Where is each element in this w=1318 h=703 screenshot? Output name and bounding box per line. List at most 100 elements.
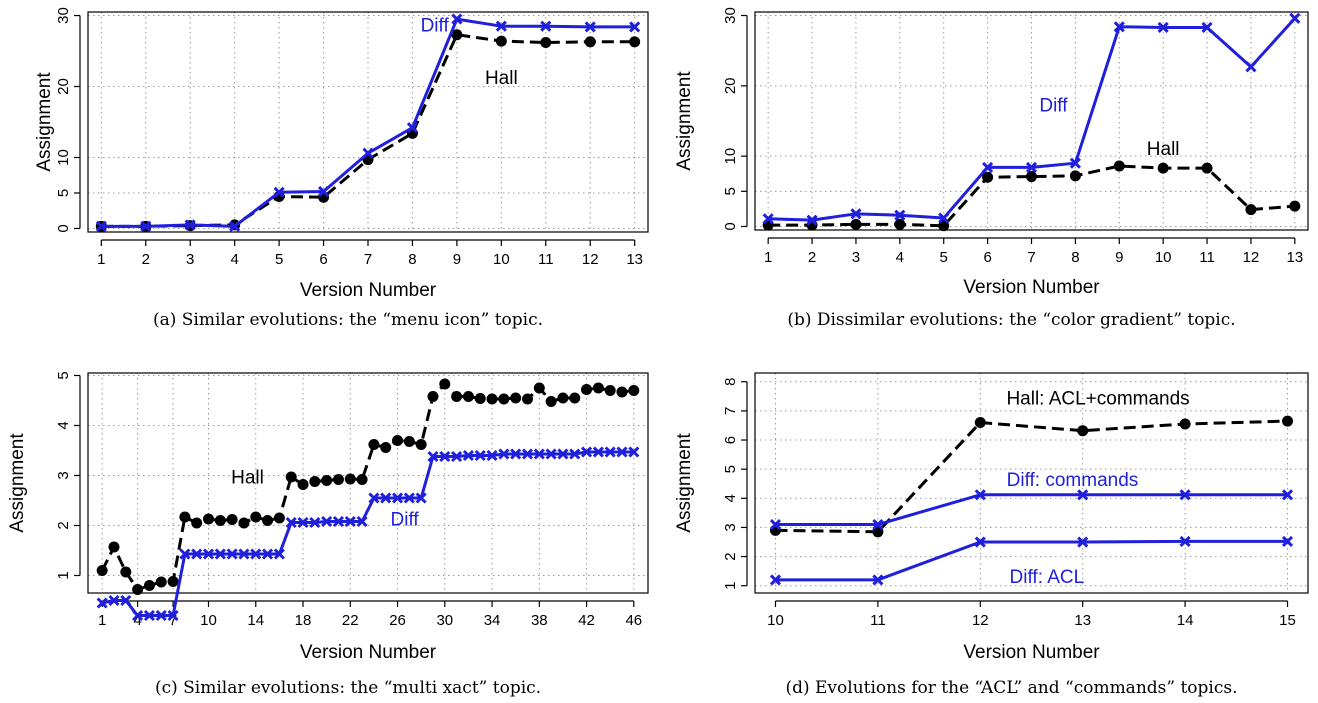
plot-frame — [87, 372, 649, 594]
x-tick-label: 1 — [97, 251, 105, 268]
series-line-diff — [768, 17, 1296, 222]
data-point-hall — [203, 513, 215, 525]
data-point-diff — [762, 213, 774, 225]
data-point-diff — [540, 20, 552, 32]
x-tick-label: 11 — [538, 251, 554, 268]
data-point-hall — [143, 580, 155, 591]
x-tick-label: 22 — [342, 612, 359, 629]
data-point-diff — [317, 185, 330, 198]
x-tick-label: 11 — [1199, 249, 1215, 266]
series-annotation: Hall — [231, 468, 264, 489]
data-point-hall — [486, 393, 498, 405]
data-point-diff — [427, 450, 439, 463]
x-tick-label: 4 — [133, 612, 141, 629]
x-tick-label: 34 — [484, 612, 501, 629]
data-point-diff — [974, 536, 986, 548]
series-annotation: Diff — [421, 15, 450, 36]
data-point-diff — [155, 609, 167, 622]
data-point-diff — [332, 515, 345, 528]
data-point-diff — [938, 212, 950, 224]
data-point-diff — [894, 209, 906, 221]
data-point-diff — [179, 548, 191, 560]
data-point-hall — [262, 515, 274, 526]
x-tick-label: 9 — [453, 251, 461, 268]
data-point-diff — [850, 208, 862, 220]
x-tick-label: 6 — [319, 251, 327, 268]
x-tick-label: 42 — [578, 612, 595, 629]
x-tick-label: 14 — [1177, 612, 1194, 629]
data-point-hall — [380, 442, 392, 453]
x-tick-label: 13 — [1286, 249, 1303, 266]
data-point-hall — [214, 515, 226, 526]
data-point-diff — [167, 609, 179, 622]
y-tick-label: 7 — [722, 407, 739, 415]
plot-frame — [754, 372, 1309, 594]
y-tick-label: 1 — [722, 582, 739, 590]
data-point-diff — [356, 515, 368, 528]
data-point-diff — [592, 446, 604, 458]
x-tick-label: 8 — [1071, 249, 1079, 266]
data-point-diff — [108, 594, 120, 607]
data-point-hall — [1201, 162, 1213, 174]
data-point-diff — [273, 548, 285, 560]
x-tick-label: 6 — [983, 249, 991, 266]
panel-caption: (d) Evolutions for the “ACL” and “comman… — [785, 678, 1237, 698]
data-point-diff — [362, 147, 374, 159]
data-point-hall — [332, 474, 344, 485]
data-point-hall — [368, 439, 380, 450]
data-point-diff — [474, 449, 486, 462]
x-axis-label: Version Number — [963, 642, 1100, 663]
data-point-hall — [155, 576, 167, 588]
data-point-diff — [1025, 161, 1038, 173]
data-point-hall — [894, 218, 906, 230]
x-axis-label: Version Number — [300, 280, 437, 301]
y-tick-label: 20 — [722, 77, 739, 94]
series-line-hall — [775, 419, 1288, 534]
data-point-diff — [1289, 12, 1301, 24]
y-axis-label: Assignment — [34, 72, 55, 172]
data-point-diff — [769, 518, 782, 531]
data-point-hall — [1069, 170, 1081, 182]
data-point-diff — [1157, 21, 1169, 34]
panel-caption: (a) Similar evolutions: the “menu icon” … — [153, 310, 543, 330]
data-point-diff — [250, 548, 262, 560]
data-point-hall — [1245, 204, 1257, 216]
panel-caption: (c) Similar evolutions: the “multi xact”… — [155, 678, 541, 698]
x-tick-label: 10 — [493, 251, 510, 268]
x-tick-label: 3 — [852, 249, 860, 266]
x-tick-label: 10 — [767, 612, 784, 629]
data-point-hall — [982, 171, 994, 183]
data-point-hall — [938, 220, 950, 232]
data-point-hall — [974, 417, 986, 429]
data-point-hall — [403, 436, 415, 447]
y-tick-label: 1 — [55, 571, 72, 579]
x-tick-label: 7 — [1027, 249, 1035, 266]
data-point-diff — [495, 20, 507, 32]
data-point-diff — [140, 220, 152, 232]
x-tick-label: 11 — [870, 612, 886, 629]
series-annotation: Diff — [1039, 96, 1068, 117]
data-point-diff — [569, 448, 581, 460]
data-point-hall — [1077, 425, 1089, 437]
data-point-hall — [545, 396, 557, 407]
x-tick-label: 10 — [200, 612, 217, 629]
x-tick-label: 5 — [940, 249, 948, 266]
x-tick-label: 7 — [364, 251, 372, 268]
data-point-diff — [545, 448, 557, 460]
y-tick-label: 3 — [55, 471, 72, 479]
x-tick-label: 5 — [275, 251, 283, 268]
x-tick-label: 15 — [1279, 612, 1296, 629]
series-annotation: Diff: commands — [1007, 470, 1139, 491]
data-point-diff — [1281, 489, 1294, 501]
data-point-diff — [629, 21, 641, 33]
data-point-hall — [628, 385, 640, 396]
data-point-diff — [581, 446, 593, 458]
y-tick-label: 10 — [722, 148, 739, 165]
y-axis-label: Assignment — [7, 433, 28, 533]
data-point-diff — [451, 450, 463, 463]
